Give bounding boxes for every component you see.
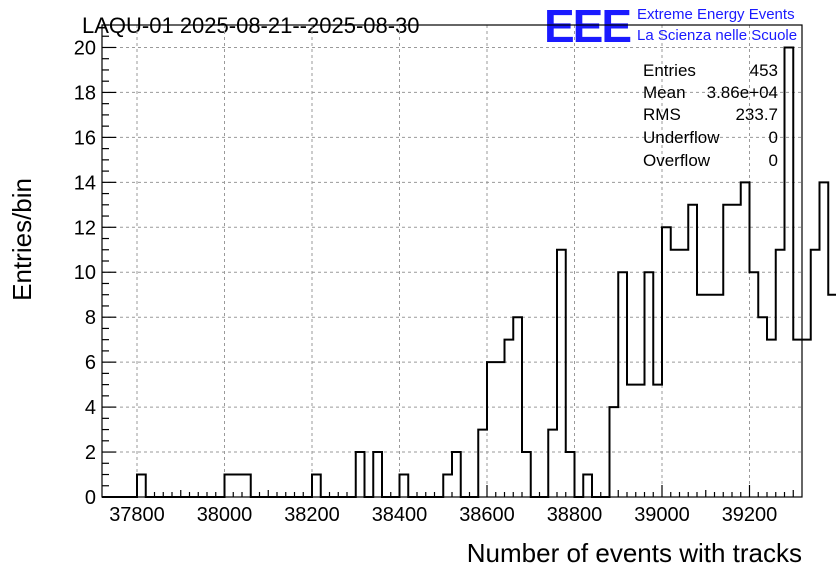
histogram-bin	[706, 295, 715, 497]
histogram-bin	[785, 47, 794, 497]
stats-value: 0	[769, 151, 778, 170]
histogram-outline	[102, 46, 836, 498]
histogram-bin	[811, 250, 820, 497]
stats-row-mean: Mean 3.86e+04	[643, 83, 778, 102]
histogram-bin	[732, 205, 741, 497]
histogram-bin	[505, 340, 514, 497]
stats-label: RMS	[643, 105, 681, 124]
x-tick-label: 37800	[109, 504, 165, 526]
x-axis-title: Number of events with tracks	[467, 538, 802, 568]
histogram-bin	[828, 295, 836, 497]
y-tick-label: 2	[85, 442, 96, 464]
histogram-bin	[566, 452, 575, 497]
y-tick-label: 20	[74, 37, 96, 59]
histogram-bin	[653, 385, 662, 497]
histogram-bin	[496, 362, 505, 497]
eee-logo-icon: EEE	[544, 0, 630, 52]
stats-label: Mean	[643, 83, 686, 102]
histogram-bin	[688, 205, 697, 497]
x-tick-label: 38200	[284, 504, 340, 526]
y-axis-title: Entries/bin	[7, 178, 37, 301]
histogram-bin	[356, 452, 365, 497]
histogram-bin	[137, 475, 146, 497]
x-tick-label: 39200	[722, 504, 778, 526]
histogram-bin	[583, 475, 592, 497]
histogram-bin	[758, 317, 767, 497]
histogram-bin	[312, 475, 321, 497]
stats-value: 453	[750, 61, 778, 80]
x-tick-label: 38000	[197, 504, 253, 526]
y-tick-label: 18	[74, 82, 96, 104]
stats-row-entries: Entries 453	[643, 61, 778, 80]
histogram-bin	[680, 250, 689, 497]
histogram-bin	[400, 475, 409, 497]
histogram-bin	[233, 475, 242, 497]
histogram-bin	[793, 340, 802, 497]
stats-value: 233.7	[735, 105, 778, 124]
y-tick-label: 0	[85, 487, 96, 509]
histogram-bin	[487, 362, 496, 497]
histogram-bin	[697, 295, 706, 497]
histogram-bin	[820, 182, 829, 497]
histogram-bin	[767, 340, 776, 497]
axes	[101, 24, 803, 498]
stats-row-underflow: Underflow 0	[643, 128, 778, 147]
stats-label: Underflow	[643, 128, 720, 147]
y-tick-label: 14	[74, 172, 96, 194]
histogram-bin	[741, 182, 750, 497]
histogram-bin	[645, 272, 654, 497]
logo-line-1: Extreme Energy Events	[637, 6, 795, 23]
x-tick-label: 39000	[634, 504, 690, 526]
x-tick-label: 38400	[372, 504, 428, 526]
logo-line-2: La Scienza nelle Scuole	[637, 27, 797, 44]
histogram-bin	[627, 385, 636, 497]
histogram-bin	[610, 407, 619, 497]
stats-label: Overflow	[643, 151, 711, 170]
stats-box: Entries 453 Mean 3.86e+04 RMS 233.7 Unde…	[643, 61, 778, 170]
histogram-bin	[443, 475, 452, 497]
histogram-bin	[636, 385, 645, 497]
y-tick-label: 12	[74, 217, 96, 239]
histogram-bin	[715, 295, 724, 497]
y-tick-label: 4	[85, 397, 96, 419]
histogram-bin	[548, 430, 557, 497]
histogram-bin	[618, 272, 627, 497]
histogram-bin	[750, 272, 759, 497]
histogram-bin	[452, 452, 461, 497]
y-tick-label: 6	[85, 352, 96, 374]
histogram-bin	[776, 250, 785, 497]
histogram-bin	[225, 475, 234, 497]
histogram-bin	[522, 452, 531, 497]
x-tick-label: 38800	[547, 504, 603, 526]
histogram-bin	[723, 205, 732, 497]
histogram-bin	[802, 340, 811, 497]
y-tick-label: 10	[74, 262, 96, 284]
histogram-bin	[671, 250, 680, 497]
x-tick-label: 38600	[459, 504, 515, 526]
stats-row-overflow: Overflow 0	[643, 151, 778, 170]
histogram-bin	[373, 452, 382, 497]
y-tick-label: 16	[74, 127, 96, 149]
histogram-bin	[478, 430, 487, 497]
y-tick-label: 8	[85, 307, 96, 329]
stats-value: 3.86e+04	[707, 83, 778, 102]
stats-value: 0	[769, 128, 778, 147]
stats-row-rms: RMS 233.7	[643, 105, 778, 124]
stats-label: Entries	[643, 61, 696, 80]
histogram-bin	[513, 317, 522, 497]
tick-labels: 37800 38000 38200 38400 38600 38800 39000 39200…	[74, 37, 778, 526]
histogram-bin	[242, 475, 251, 497]
histogram-bars	[102, 46, 836, 498]
grid-lines	[102, 25, 802, 497]
histogram-bin	[662, 227, 671, 497]
histogram-bin	[557, 250, 566, 497]
